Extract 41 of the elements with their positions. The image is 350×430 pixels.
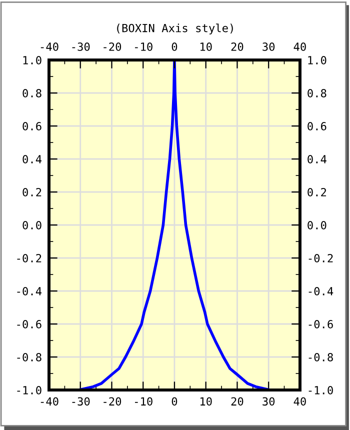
y-tick-label: 0.6 — [22, 122, 42, 130]
x2-tick-label: -10 — [135, 42, 152, 51]
x2-tick-label: -40 — [40, 42, 58, 51]
y2-tick-label: 0.6 — [308, 122, 326, 130]
y-tick-label: 1.0 — [23, 56, 42, 64]
x2-tick-label: 20 — [231, 42, 244, 51]
y-tick-label: -0.2 — [17, 254, 42, 262]
y2-tick-label: 0.8 — [308, 89, 326, 98]
y2-tick-label: -0.8 — [308, 353, 333, 362]
x-tick-label: 40 — [294, 397, 306, 406]
y-tick-label: -1.0 — [17, 386, 42, 394]
x2-tick-label: -20 — [104, 42, 122, 51]
x-tick-label: -20 — [104, 397, 122, 406]
x-tick-label: 0 — [172, 397, 178, 406]
x-tick-label: 10 — [200, 397, 212, 406]
y2-tick-label: -0.2 — [308, 254, 333, 262]
y-tick-label: 0.8 — [22, 89, 42, 98]
x-tick-label: -10 — [135, 397, 152, 406]
y2-tick-label: -1.0 — [308, 386, 333, 394]
y2-tick-label: 0.4 — [308, 155, 326, 164]
x2-tick-label: 30 — [262, 42, 275, 51]
y2-tick-label: 0.0 — [308, 221, 326, 230]
y2-tick-label: 1.0 — [308, 56, 326, 64]
y-tick-label: -0.8 — [17, 353, 42, 362]
y2-tick-label: 0.2 — [308, 188, 326, 196]
x2-tick-label: 10 — [200, 42, 212, 51]
y2-tick-label: -0.6 — [308, 320, 333, 328]
x-tick-label: 30 — [262, 397, 275, 406]
x-tick-label: 20 — [231, 397, 244, 406]
y2-tick-label: -0.4 — [308, 287, 334, 296]
x2-tick-label: -30 — [72, 42, 90, 51]
x-tick-label: -40 — [40, 397, 58, 406]
y-tick-label: -0.6 — [17, 320, 42, 328]
x2-tick-label: 40 — [294, 42, 306, 51]
y-tick-label: -0.4 — [17, 287, 42, 296]
x2-tick-label: 0 — [172, 42, 178, 51]
y-tick-label: 0.4 — [22, 155, 42, 164]
y-tick-label: 0.2 — [22, 188, 42, 196]
chart-title: (BOXIN Axis style) — [117, 24, 233, 34]
y-tick-label: 0.0 — [22, 221, 42, 230]
x-tick-label: -30 — [72, 397, 90, 406]
